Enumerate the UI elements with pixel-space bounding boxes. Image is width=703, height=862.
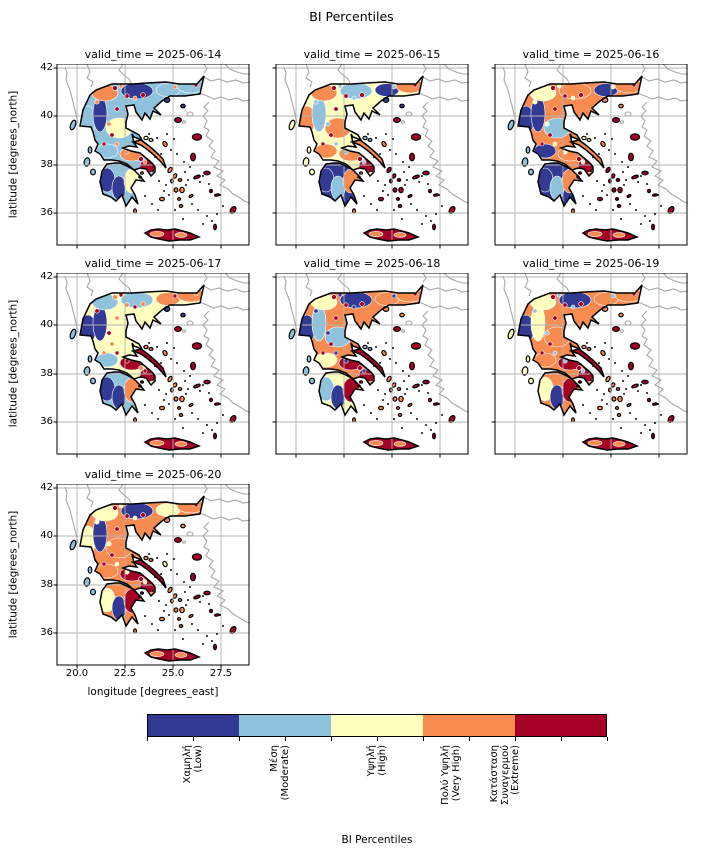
- panel-title: valid_time = 2025-06-14: [84, 48, 222, 61]
- colorbar-tick: [561, 737, 562, 741]
- x-tick-label: 27.5: [209, 668, 233, 679]
- islet-specks: [144, 133, 224, 225]
- panel-title: valid_time = 2025-06-20: [84, 468, 222, 481]
- panel-title: valid_time = 2025-06-16: [522, 48, 660, 61]
- colorbar-tick: [285, 737, 286, 741]
- x-tick-label: 20.0: [65, 668, 89, 679]
- y-tick-label: 38: [40, 579, 53, 590]
- colorbar-segment-M: [239, 714, 331, 737]
- greece-coastline: [298, 284, 424, 451]
- colorbar-tick: [193, 737, 194, 741]
- y-axis-label: latitude [degrees_north]: [7, 510, 20, 639]
- map-panel: [491, 64, 689, 249]
- colorbar-frame: [147, 714, 607, 737]
- islet-specks: [144, 553, 224, 645]
- map-panel: [53, 484, 251, 669]
- panel-title: valid_time = 2025-06-19: [522, 257, 660, 270]
- y-tick-label: 40: [40, 110, 53, 121]
- greece-coastline: [298, 75, 424, 242]
- colorbar-segment-H: [331, 714, 423, 737]
- greece-coastline: [79, 495, 205, 662]
- y-tick-label: 40: [40, 319, 53, 330]
- colorbar-category-label: Κατάσταση Συναγερμού (Extreme): [489, 745, 522, 806]
- colorbar-tick: [147, 737, 148, 741]
- islet-specks: [582, 342, 662, 434]
- greece-coastline: [79, 284, 205, 451]
- colorbar-tick: [331, 737, 332, 741]
- islet-specks: [363, 342, 443, 434]
- x-tick-label: 22.5: [113, 668, 137, 679]
- colorbar-category-label: Πολύ Υψηλή (Very High): [439, 745, 462, 805]
- neighbor-borders: [64, 64, 251, 204]
- y-axis-label: latitude [degrees_north]: [7, 299, 20, 428]
- map-panel: [53, 64, 251, 249]
- colorbar-category-label: Μέση (Moderate): [268, 745, 291, 801]
- colorbar-segment-EX: [515, 714, 607, 737]
- y-tick-label: 40: [40, 530, 53, 541]
- figure-title: BI Percentiles: [309, 9, 394, 24]
- panel-title: valid_time = 2025-06-18: [303, 257, 441, 270]
- colorbar-segment-VH: [423, 714, 515, 737]
- map-panel: [272, 64, 470, 249]
- panel-title: valid_time = 2025-06-17: [84, 257, 222, 270]
- y-tick-label: 36: [40, 416, 53, 427]
- y-tick-label: 42: [40, 482, 53, 493]
- greece-coastline: [517, 284, 643, 451]
- neighbor-borders: [64, 273, 251, 413]
- colorbar-category-label: Υψηλή (High): [365, 745, 388, 777]
- colorbar-category-label: Χαμηλή (Low): [181, 745, 204, 784]
- x-tick-label: 25.0: [161, 668, 185, 679]
- colorbar-label: BI Percentiles: [341, 834, 413, 846]
- islet-specks: [363, 133, 443, 225]
- neighbor-borders: [283, 64, 470, 204]
- islet-specks: [144, 342, 224, 434]
- y-tick-label: 42: [40, 271, 53, 282]
- colorbar-tick: [423, 737, 424, 741]
- greece-coastline: [79, 75, 205, 242]
- y-tick-label: 38: [40, 368, 53, 379]
- y-tick-label: 38: [40, 159, 53, 170]
- colorbar-tick: [515, 737, 516, 741]
- y-tick-label: 36: [40, 207, 53, 218]
- islet-specks: [582, 133, 662, 225]
- colorbar-tick: [469, 737, 470, 741]
- neighbor-borders: [502, 64, 689, 204]
- greece-coastline: [517, 75, 643, 242]
- colorbar-tick: [239, 737, 240, 741]
- y-axis-label: latitude [degrees_north]: [7, 90, 20, 219]
- map-panel: [53, 273, 251, 458]
- panel-title: valid_time = 2025-06-15: [303, 48, 441, 61]
- y-tick-label: 42: [40, 62, 53, 73]
- colorbar-tick: [377, 737, 378, 741]
- map-panel: [491, 273, 689, 458]
- y-tick-label: 36: [40, 627, 53, 638]
- neighbor-borders: [64, 484, 251, 624]
- x-axis-label: longitude [degrees_east]: [87, 686, 219, 698]
- colorbar-segment-L: [147, 714, 239, 737]
- map-panel: [272, 273, 470, 458]
- colorbar-tick: [607, 737, 608, 741]
- neighbor-borders: [502, 273, 689, 413]
- neighbor-borders: [283, 273, 470, 413]
